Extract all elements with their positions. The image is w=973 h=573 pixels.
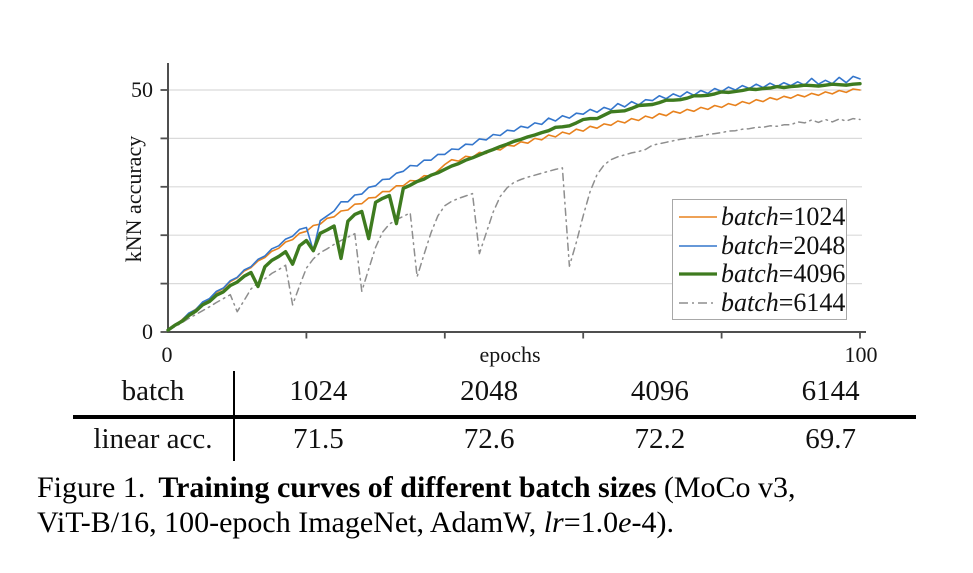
chart-legend: batch =1024 batch =2048 batch =4096 batch =6… [672, 199, 847, 320]
caption-lr-var: lr [543, 506, 564, 539]
caption-line1-tail: (MoCo v3, [663, 471, 796, 504]
figure-caption: Figure 1. Training curves of different ba… [37, 470, 953, 540]
legend-item-batch-2048: batch =2048 [678, 230, 846, 261]
tick-marks [160, 89, 861, 339]
y-tick-50: 50 [131, 77, 153, 102]
table-col-4096: 4096 [630, 375, 689, 407]
curve-b4096 [166, 81, 862, 332]
caption-figure-label: Figure 1. [37, 471, 146, 504]
legend-label: batch [721, 230, 779, 260]
x-tick-100: 100 [844, 342, 878, 367]
caption-e-var: e [618, 506, 632, 539]
curve-b1024 [167, 88, 861, 331]
legend-label: batch [721, 287, 779, 317]
x-tick-0: 0 [161, 342, 173, 367]
table-horizontal-rule [73, 415, 916, 419]
table-vertical-divider [233, 371, 235, 461]
legend-line-sample [679, 216, 717, 219]
legend-label: batch [721, 259, 779, 289]
legend-item-batch-1024: batch =1024 [678, 202, 846, 232]
table-col-2048: 2048 [460, 375, 519, 407]
axes [167, 63, 866, 333]
curve-b2048 [167, 75, 861, 332]
chart-canvas [160, 63, 866, 339]
legend-label: batch [721, 202, 779, 232]
legend-line-sample [679, 302, 717, 304]
caption-line-1: Figure 1. Training curves of different ba… [37, 470, 953, 505]
caption-title-bold: Training curves of different batch sizes [158, 471, 657, 504]
caption-lr-eq: =1.0 [563, 506, 619, 539]
table-row-batch: batch 1024 2048 4096 6144 [73, 368, 916, 414]
table-col-6144: 6144 [801, 375, 860, 407]
legend-line-sample [679, 244, 717, 247]
x-axis-label: epochs [479, 342, 541, 367]
legend-item-batch-4096: batch =4096 [678, 259, 846, 289]
table-val-4096: 72.2 [634, 423, 686, 455]
table-val-6144: 69.7 [805, 423, 856, 455]
table-col-1024: 1024 [289, 375, 348, 407]
table-row1-label: batch [121, 375, 185, 407]
caption-tail: -4). [631, 506, 674, 539]
table-row2-label: linear acc. [93, 423, 213, 455]
legend-line-sample [679, 272, 717, 276]
table-val-2048: 72.6 [463, 423, 515, 455]
caption-line2-head: ViT-B/16, 100-epoch ImageNet, AdamW, [37, 506, 537, 539]
caption-line-2: ViT-B/16, 100-epoch ImageNet, AdamW, lr=… [37, 505, 953, 540]
table-row-linear-acc: linear acc. 71.5 72.6 72.2 69.7 [73, 419, 916, 461]
y-axis-label: kNN accuracy [121, 135, 146, 263]
table-val-1024: 71.5 [293, 423, 344, 455]
legend-item-batch-6144: batch =6144 [678, 287, 846, 318]
y-tick-0: 0 [142, 319, 153, 344]
